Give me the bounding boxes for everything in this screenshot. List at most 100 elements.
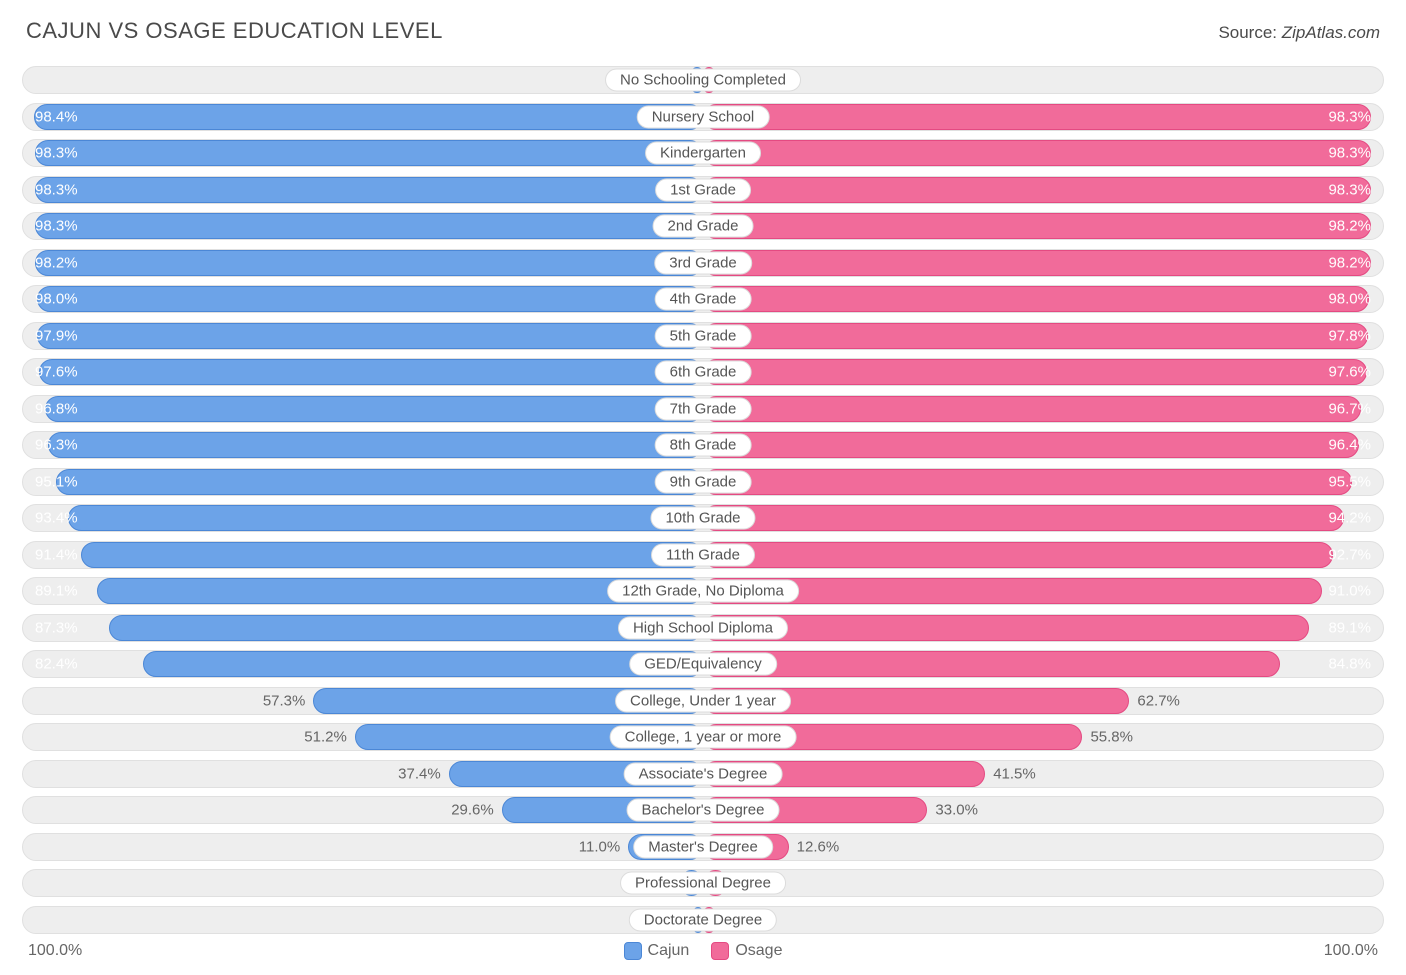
left-value: 98.2% <box>35 255 78 270</box>
right-half: 98.0% <box>703 286 1383 312</box>
right-half: 98.2% <box>703 250 1383 276</box>
right-value: 98.3% <box>1328 109 1371 124</box>
left-bar <box>48 432 703 458</box>
axis-right-max: 100.0% <box>1324 942 1378 960</box>
right-bar <box>703 250 1371 276</box>
chart-title: CAJUN VS OSAGE EDUCATION LEVEL <box>26 18 443 44</box>
right-value: 95.5% <box>1328 474 1371 489</box>
chart-row: 29.6%33.0%Bachelor's Degree <box>22 796 1384 824</box>
chart-rows: 1.7%1.8%No Schooling Completed 98.4% 98.3%… <box>22 66 1384 934</box>
right-half: 62.7% <box>703 688 1383 714</box>
left-half: 57.3% <box>23 688 703 714</box>
chart-row: 57.3% 62.7% College, Under 1 year <box>22 687 1384 715</box>
category-label: 3rd Grade <box>654 251 752 274</box>
chart-row: 96.3%96.4%8th Grade <box>22 431 1384 459</box>
left-value: 91.4% <box>35 547 78 562</box>
right-bar <box>703 432 1359 458</box>
legend-swatch-right <box>711 942 729 960</box>
left-bar <box>81 542 703 568</box>
right-half: 91.0% <box>703 578 1383 604</box>
legend-label-left: Cajun <box>648 942 690 960</box>
left-half: 98.3% <box>23 140 703 166</box>
right-half: 98.3% <box>703 177 1383 203</box>
chart-row: 1.7%1.8%No Schooling Completed <box>22 66 1384 94</box>
right-bar <box>703 542 1333 568</box>
chart-row: 96.8% 96.7% 7th Grade <box>22 395 1384 423</box>
category-label: 7th Grade <box>655 397 752 420</box>
left-bar <box>37 286 703 312</box>
left-half: 87.3% <box>23 615 703 641</box>
left-half: 11.0% <box>23 834 703 860</box>
chart-header: CAJUN VS OSAGE EDUCATION LEVEL Source: Z… <box>22 18 1384 44</box>
left-value: 98.4% <box>35 109 78 124</box>
left-half: 97.6% <box>23 359 703 385</box>
right-half: 41.5% <box>703 761 1383 787</box>
left-value: 51.2% <box>304 730 347 745</box>
right-bar <box>703 469 1352 495</box>
chart-row: 82.4%84.8%GED/Equivalency <box>22 650 1384 678</box>
left-bar <box>68 505 703 531</box>
left-value: 98.3% <box>35 219 78 234</box>
left-value: 37.4% <box>398 766 441 781</box>
right-bar <box>703 615 1309 641</box>
right-value: 89.1% <box>1328 620 1371 635</box>
right-half: 84.8% <box>703 651 1383 677</box>
chart-row: 51.2%55.8%College, 1 year or more <box>22 723 1384 751</box>
left-value: 87.3% <box>35 620 78 635</box>
category-label: 4th Grade <box>655 288 752 311</box>
right-half: 97.8% <box>703 323 1383 349</box>
chart-row: 95.1% 95.5% 9th Grade <box>22 468 1384 496</box>
left-half: 95.1% <box>23 469 703 495</box>
chart-footer: 100.0% Cajun Osage 100.0% <box>22 942 1384 960</box>
left-half: 1.7% <box>23 67 703 93</box>
left-value: 89.1% <box>35 584 78 599</box>
chart-row: 98.3%98.3%1st Grade <box>22 176 1384 204</box>
left-half: 96.8% <box>23 396 703 422</box>
category-label: Doctorate Degree <box>629 908 777 931</box>
chart-row: 3.4%3.7%Professional Degree <box>22 869 1384 897</box>
left-value: 95.1% <box>35 474 78 489</box>
left-half: 98.3% <box>23 177 703 203</box>
category-label: 12th Grade, No Diploma <box>607 580 799 603</box>
chart-row: 89.1% 91.0%12th Grade, No Diploma <box>22 577 1384 605</box>
chart-row: 93.4%94.2%10th Grade <box>22 504 1384 532</box>
right-half: 98.2% <box>703 213 1383 239</box>
left-half: 3.4% <box>23 870 703 896</box>
left-bar <box>35 213 703 239</box>
category-label: 2nd Grade <box>653 215 754 238</box>
right-half: 94.2% <box>703 505 1383 531</box>
left-half: 89.1% <box>23 578 703 604</box>
right-bar <box>703 140 1371 166</box>
category-label: Kindergarten <box>645 142 761 165</box>
right-half: 33.0% <box>703 797 1383 823</box>
left-half: 37.4% <box>23 761 703 787</box>
left-bar <box>45 396 703 422</box>
left-bar <box>35 140 703 166</box>
category-label: 10th Grade <box>650 507 755 530</box>
category-label: College, Under 1 year <box>615 689 791 712</box>
right-value: 96.7% <box>1328 401 1371 416</box>
category-label: Bachelor's Degree <box>627 799 780 822</box>
left-half: 98.3% <box>23 213 703 239</box>
category-label: No Schooling Completed <box>605 69 801 92</box>
right-half: 12.6% <box>703 834 1383 860</box>
chart-row: 1.5%1.7%Doctorate Degree <box>22 906 1384 934</box>
left-half: 98.0% <box>23 286 703 312</box>
right-value: 62.7% <box>1137 693 1180 708</box>
source-name: ZipAtlas.com <box>1282 23 1380 42</box>
right-half: 98.3% <box>703 140 1383 166</box>
left-bar <box>39 359 703 385</box>
chart-row: 98.3% 98.2%2nd Grade <box>22 212 1384 240</box>
right-half: 98.3% <box>703 104 1383 130</box>
left-value: 96.3% <box>35 438 78 453</box>
right-value: 33.0% <box>935 803 978 818</box>
chart-row: 98.4%98.3%Nursery School <box>22 103 1384 131</box>
left-half: 98.4% <box>23 104 703 130</box>
right-bar <box>703 104 1371 130</box>
right-half: 1.7% <box>703 907 1383 933</box>
right-bar <box>703 396 1361 422</box>
source-label: Source: <box>1218 23 1281 42</box>
category-label: 9th Grade <box>655 470 752 493</box>
right-half: 3.7% <box>703 870 1383 896</box>
category-label: 5th Grade <box>655 324 752 347</box>
